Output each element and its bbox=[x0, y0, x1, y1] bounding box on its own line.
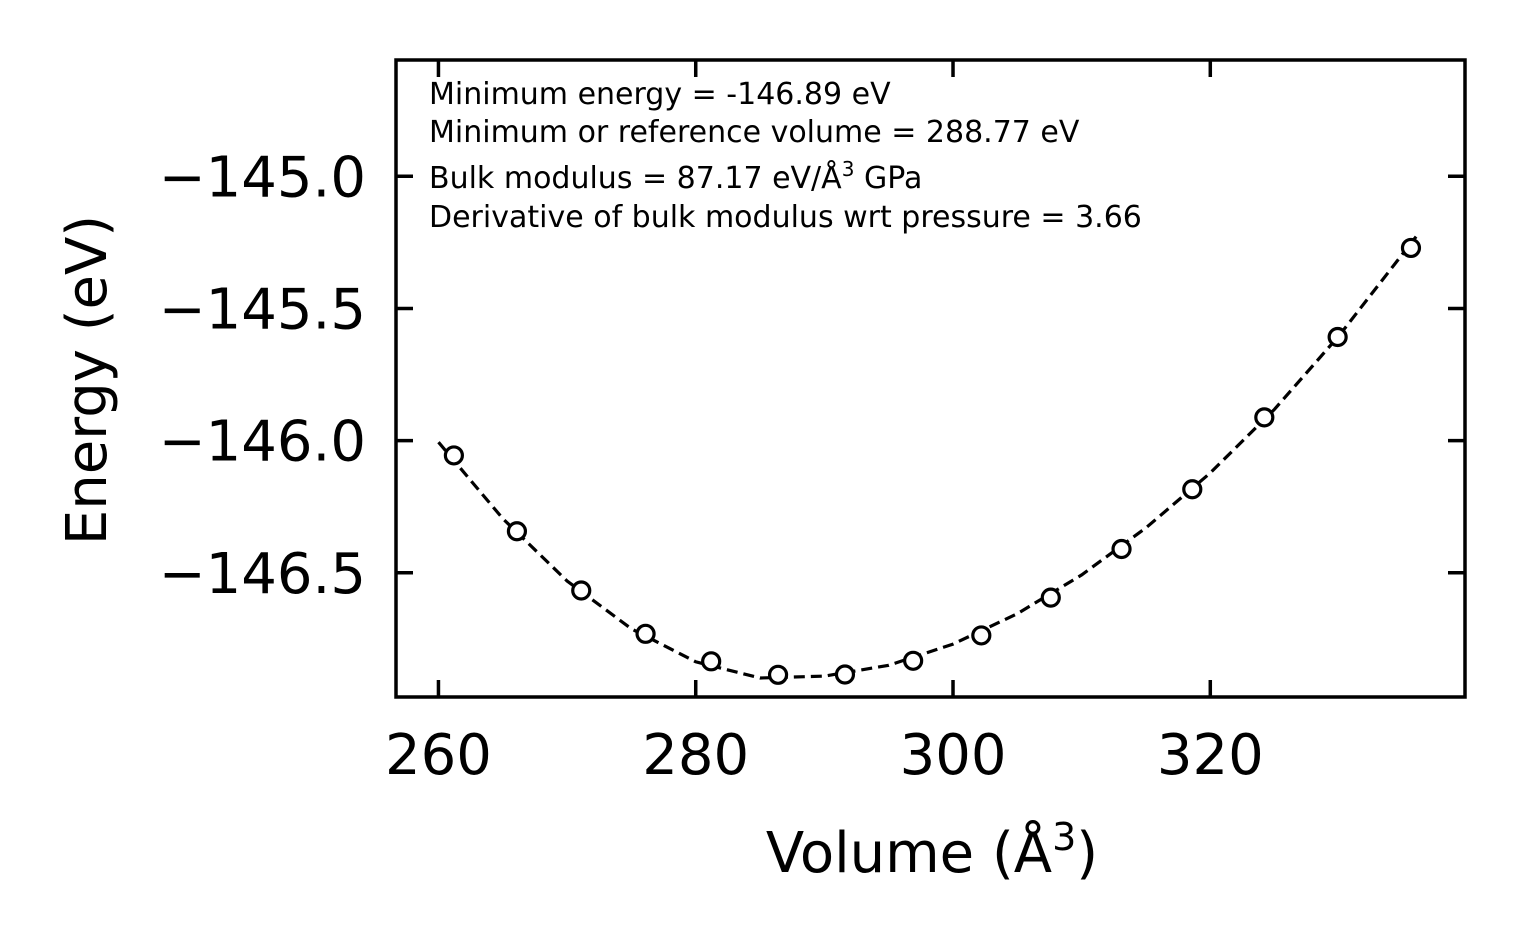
y-axis-label: Energy (eV) bbox=[55, 215, 120, 545]
data-point bbox=[1254, 407, 1275, 428]
data-point bbox=[834, 664, 856, 685]
y-tick-label: −145.0 bbox=[159, 145, 366, 210]
data-point bbox=[971, 625, 992, 646]
data-point bbox=[1182, 479, 1203, 500]
data-point bbox=[1040, 587, 1061, 608]
data-points bbox=[443, 237, 1422, 685]
data-point bbox=[1111, 538, 1132, 560]
tick-marks bbox=[396, 60, 1465, 697]
annotation-bulk-modulus: Bulk modulus = 87.17 eV/Å3 GPa bbox=[429, 157, 922, 196]
data-point bbox=[1327, 326, 1348, 348]
y-tick-label: −146.0 bbox=[159, 410, 366, 475]
data-point bbox=[635, 623, 656, 644]
annotation-min-energy: Minimum energy = -146.89 eV bbox=[429, 77, 891, 112]
y-tick-labels: −145.0 −145.5 −146.0 −146.5 bbox=[159, 145, 366, 606]
data-point bbox=[1400, 237, 1422, 259]
y-tick-label: −145.5 bbox=[159, 277, 366, 342]
plot-frame bbox=[394, 58, 1467, 699]
data-point bbox=[701, 651, 722, 672]
annotation-bulk-derivative: Derivative of bulk modulus wrt pressure … bbox=[429, 200, 1142, 235]
x-tick-label: 280 bbox=[642, 723, 749, 788]
data-point bbox=[571, 580, 592, 601]
x-axis-label: Volume (Å3) bbox=[766, 815, 1098, 886]
x-tick-label: 300 bbox=[900, 723, 1007, 788]
x-tick-labels: 260 280 300 320 bbox=[385, 723, 1264, 788]
y-tick-label: −146.5 bbox=[159, 542, 366, 607]
data-point bbox=[903, 650, 924, 671]
fit-annotations: Minimum energy = -146.89 eV Minimum or r… bbox=[429, 77, 1142, 235]
x-tick-label: 320 bbox=[1157, 723, 1264, 788]
x-tick-label: 260 bbox=[385, 723, 492, 788]
data-point bbox=[443, 445, 464, 466]
data-point bbox=[506, 521, 528, 542]
annotation-min-volume: Minimum or reference volume = 288.77 eV bbox=[429, 115, 1080, 150]
data-point bbox=[767, 664, 789, 685]
